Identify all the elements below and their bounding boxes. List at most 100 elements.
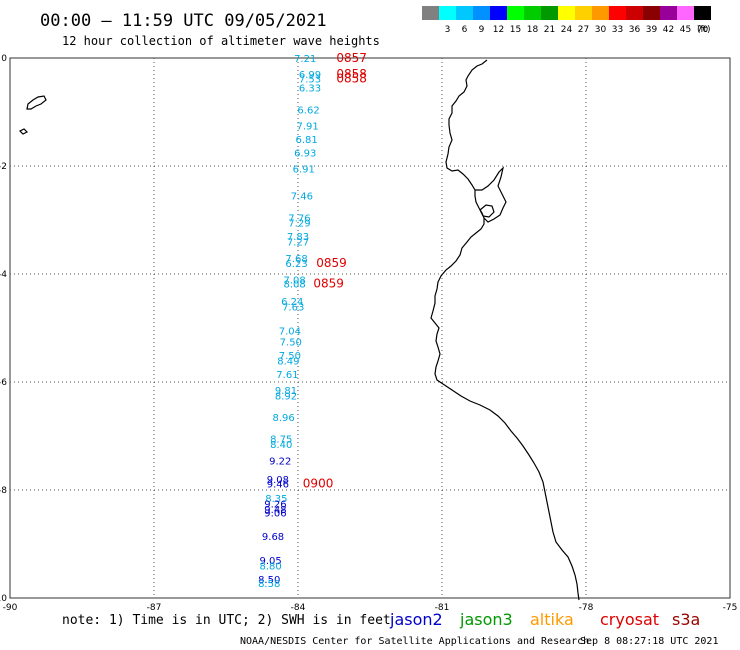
wave-height-labels: 7.21 6.997.536.33 6.62 7.91 6.81 6.93 6.91 7.46…: [258, 54, 321, 590]
wave-height-value: 9.81: [275, 386, 297, 397]
satellite-name: cryosat: [600, 610, 659, 629]
legend-swatch: [456, 6, 473, 20]
legend-label: 39: [646, 25, 658, 35]
y-tick-label: -2: [0, 162, 7, 172]
footer-timestamp: Sep 8 08:27:18 UTC 2021: [580, 636, 718, 647]
legend-swatch: [558, 6, 575, 20]
legend-swatch: [422, 6, 439, 20]
legend-swatch: [507, 6, 524, 20]
wave-height-value: 7.91: [296, 122, 318, 133]
wave-height-value: 9.06: [264, 509, 286, 520]
satellite-name: s3a: [672, 610, 700, 629]
legend-label: 6: [462, 25, 468, 35]
wave-height-value: 6.91: [293, 165, 315, 176]
wave-height-value: 6.93: [294, 149, 316, 160]
satellite-legend: jason2 jason3 altika cryosat s3a: [389, 610, 700, 629]
legend-swatch: [643, 6, 660, 20]
y-tick-label: -6: [0, 378, 7, 388]
legend-label: 27: [578, 25, 589, 35]
wave-height-value: 7.76: [288, 213, 310, 224]
y-tick-label: -4: [0, 270, 7, 280]
legend-swatch: [541, 6, 558, 20]
x-tick-label: -78: [579, 603, 594, 613]
wave-height-value: 9.26: [264, 500, 286, 511]
wave-height-value: 9.08: [267, 475, 289, 486]
wave-height-value: 7.63: [282, 302, 304, 313]
page-title: 00:00 – 11:59 UTC 09/05/2021: [40, 11, 327, 31]
galapagos-islet: [18, 128, 29, 135]
legend-label: 30: [595, 25, 607, 35]
legend-swatch: [660, 6, 677, 20]
time-label: 0857: [336, 51, 367, 65]
satellite-name: altika: [530, 610, 574, 629]
satellite-name: jason2: [389, 610, 443, 629]
legend-label: 24: [561, 25, 573, 35]
wave-height-value: 8.08: [284, 280, 306, 291]
legend-swatch: [609, 6, 626, 20]
time-label: 0858: [336, 67, 367, 81]
legend-label: 36: [629, 25, 641, 35]
y-tick-label: 0: [1, 54, 7, 64]
wave-height-value: 8.50: [258, 575, 280, 586]
time-label: 0900: [303, 477, 334, 491]
legend-label: 45: [680, 25, 691, 35]
y-tick-label: -10: [0, 594, 7, 604]
page-subtitle: 12 hour collection of altimeter wave hei…: [62, 34, 380, 48]
wave-height-value: 8.92: [275, 392, 297, 403]
time-label: 0859: [313, 277, 344, 291]
footer-credit: NOAA/NESDIS Center for Satellite Applica…: [240, 636, 589, 647]
wave-height-value: 8.35: [265, 494, 287, 505]
wave-height-value: 7.27: [287, 238, 309, 249]
legend-swatch: [626, 6, 643, 20]
wave-height-value: 7.53: [299, 75, 321, 86]
wave-height-value: 7.83: [287, 232, 309, 243]
wave-height-value: 9.68: [262, 532, 284, 543]
legend-swatch: [694, 6, 711, 20]
x-tick-label: -81: [435, 603, 450, 613]
wave-height-value: 9.22: [269, 456, 291, 467]
wave-height-value: 7.61: [276, 370, 298, 381]
gulf-of-guayaquil: [475, 166, 507, 223]
legend-label: 42: [663, 25, 674, 35]
puna-island: [479, 204, 495, 218]
legend-label: 15: [510, 25, 521, 35]
wave-height-value: 7.50: [280, 338, 302, 349]
wave-height-value: 9.46: [267, 480, 289, 491]
x-tick-label: -90: [3, 603, 18, 613]
wave-height-value: 9.48: [264, 505, 286, 516]
galapagos-island: [26, 95, 47, 110]
legend-swatch: [592, 6, 609, 20]
legend-label: 70: [697, 25, 709, 35]
wave-height-value: 8.49: [277, 356, 299, 367]
legend-unit: (ft): [697, 25, 711, 35]
color-legend: 3 6 9 12 15 18 21 24 27 30 33 36 39 42 45 70(ft): [422, 6, 711, 35]
legend-swatch: [677, 6, 694, 20]
legend-label: 33: [612, 25, 623, 35]
legend-label: 21: [544, 25, 555, 35]
y-tick-label: -8: [0, 486, 7, 496]
wave-height-value: 9.05: [260, 556, 282, 567]
wave-height-value: 8.80: [260, 562, 282, 573]
legend-label: 3: [445, 25, 451, 35]
wave-height-value: 6.62: [297, 105, 319, 116]
wave-height-value: 7.08: [284, 275, 306, 286]
wave-height-value: 8.96: [272, 413, 294, 424]
wave-height-value: 7.68: [285, 254, 307, 265]
legend-swatch: [490, 6, 507, 20]
wave-height-value: 7.29: [288, 219, 310, 230]
axis-ticks: -90 -87 -84 -81 -78 -75 0 -2 -4 -6 -8 -10: [0, 54, 737, 613]
legend-label: 12: [493, 25, 504, 35]
wave-height-value: 6.33: [299, 84, 321, 95]
time-label: 0859: [316, 256, 347, 270]
wave-height-value: 7.50: [279, 351, 301, 362]
legend-label: 18: [527, 25, 539, 35]
satellite-name: jason3: [459, 610, 513, 629]
legend-label: 9: [479, 25, 485, 35]
legend-swatch: [524, 6, 541, 20]
wave-height-value: 6.24: [281, 297, 303, 308]
south-america-coastline: [430, 59, 580, 601]
wave-height-value: 6.81: [296, 135, 318, 146]
wave-height-value: 6.23: [285, 259, 307, 270]
